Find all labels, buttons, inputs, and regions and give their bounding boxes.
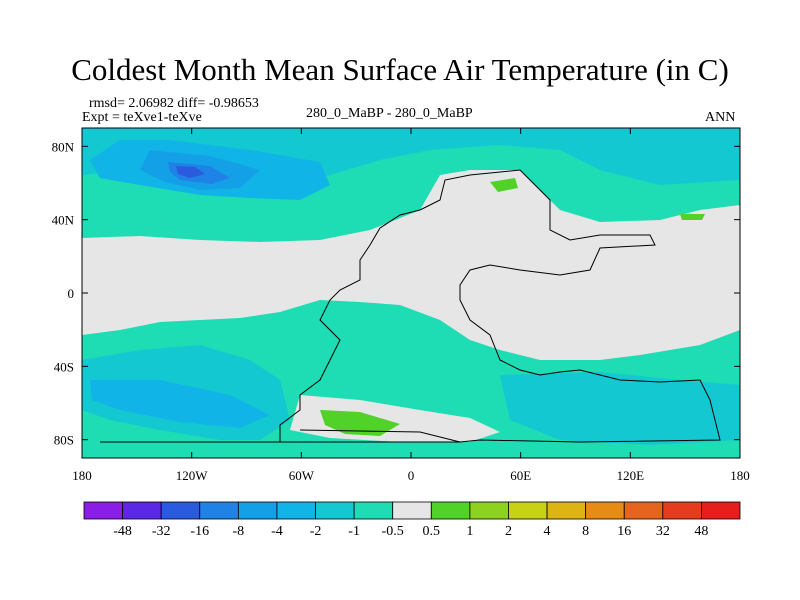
stats-label: rmsd= 2.06982 diff= -0.98653: [89, 96, 259, 111]
colorbar-swatch: [508, 501, 548, 520]
colorbar-swatch: [237, 501, 278, 520]
coastline: [279, 169, 721, 443]
region-south-minus2: [90, 380, 270, 428]
x-tick-label: 0: [408, 468, 415, 483]
colorbar-level-label: 16: [617, 524, 631, 539]
chart-title: Coldest Month Mean Surface Air Temperatu…: [71, 52, 729, 87]
antarctic-coastline: [100, 429, 461, 443]
colorbar-level-label: -2: [310, 524, 322, 539]
axes-group: 180 120W 60W 0 60E 120E 180 80N 40N 0 40S 80S: [52, 128, 750, 483]
colorbar-swatch: [430, 501, 471, 520]
colorbar-swatch: [276, 501, 316, 520]
colorbar-level-label: -48: [113, 524, 132, 539]
colorbar-swatch: [469, 501, 509, 520]
colorbar-level-label: -8: [233, 524, 245, 539]
region-near-zero: [82, 170, 740, 360]
y-tick-label: 80N: [52, 139, 75, 154]
region-north-plus1: [490, 178, 518, 192]
colorbar-swatch: [199, 501, 239, 520]
y-tick-label: 40S: [54, 359, 74, 374]
region-antarctic-plus1: [320, 410, 400, 436]
colorbar-level-label: 32: [656, 524, 670, 539]
colorbar-swatch: [623, 501, 664, 520]
x-tick-label: 120E: [617, 468, 645, 483]
subtitle-label: 280_0_MaBP - 280_0_MaBP: [306, 106, 473, 121]
map-field: [82, 128, 740, 458]
colorbar-level-label: 2: [505, 524, 512, 539]
colorbar-swatch: [83, 501, 123, 520]
region-minus16: [176, 166, 205, 178]
colorbar-swatch: [122, 501, 162, 520]
colorbar-level-label: 8: [582, 524, 589, 539]
colorbar-swatch: [585, 501, 625, 520]
colorbar-level-label: 0.5: [423, 524, 441, 539]
region-south-east: [500, 372, 740, 445]
y-tick-label: 80S: [54, 433, 74, 448]
colorbar-group: -48 -32 -16 -8 -4 -2 -1 -0.5 0.5 1 2 4 8 16 32 48: [83, 501, 741, 539]
x-tick-label: 120W: [176, 468, 209, 483]
colorbar-level-label: -1: [348, 524, 360, 539]
colorbar-swatch: [353, 501, 394, 520]
y-tick-label: 40N: [52, 213, 75, 228]
x-tick-label: 180: [72, 468, 92, 483]
colorbar-swatch: [315, 501, 355, 520]
colorbar-level-label: -0.5: [382, 524, 404, 539]
colorbar-swatch: [160, 501, 201, 520]
colorbar-swatch: [701, 501, 741, 520]
colorbar-level-label: -4: [271, 524, 283, 539]
colorbar-level-label: 4: [544, 524, 551, 539]
experiment-label: Expt = teXve1-teXve: [82, 110, 202, 125]
colorbar-swatch: [546, 501, 587, 520]
colorbar-level-label: 48: [694, 524, 708, 539]
colorbar-level-label: -16: [190, 524, 209, 539]
x-tick-label: 60E: [510, 468, 531, 483]
season-label: ANN: [705, 110, 736, 125]
colorbar-swatch: [662, 501, 702, 520]
colorbar-swatch: [392, 501, 432, 520]
y-tick-label: 0: [68, 286, 75, 301]
x-tick-label: 180: [730, 468, 750, 483]
x-tick-label: 60W: [289, 468, 315, 483]
colorbar-level-label: -32: [152, 524, 171, 539]
region-east-plus1: [680, 214, 705, 220]
colorbar-level-label: 1: [466, 524, 473, 539]
